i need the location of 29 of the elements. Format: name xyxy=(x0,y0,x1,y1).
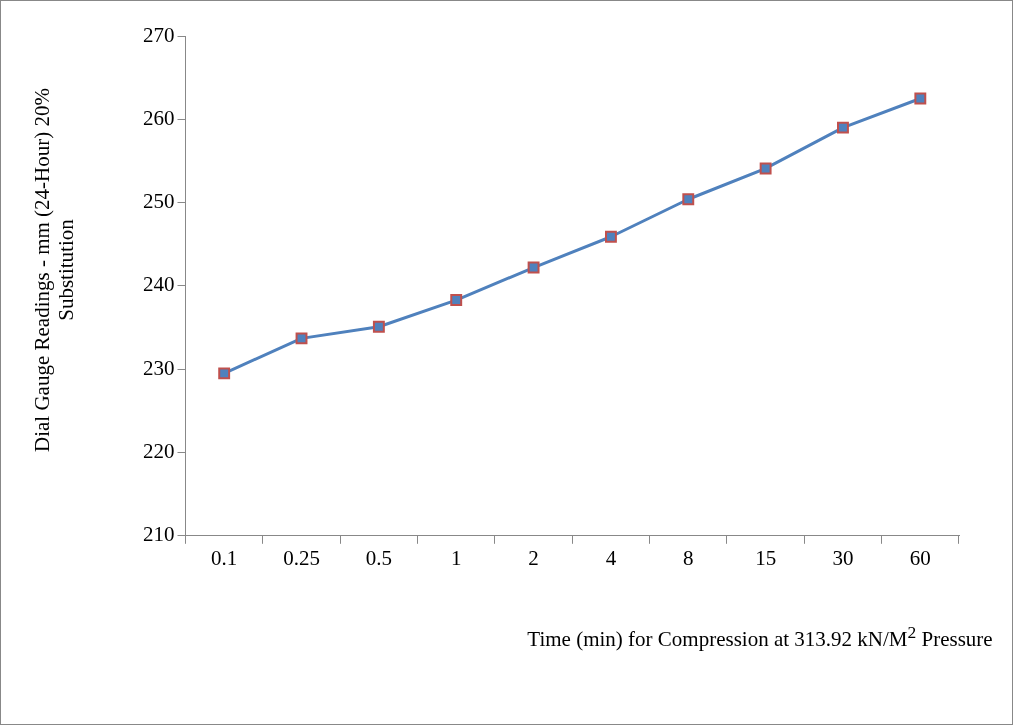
point xyxy=(759,162,772,175)
y-tick-label: 270 xyxy=(143,22,175,47)
point xyxy=(295,332,308,345)
point xyxy=(450,294,463,307)
point xyxy=(914,92,927,105)
y-tick-label: 250 xyxy=(143,189,175,214)
point xyxy=(372,320,385,333)
x-tick-label: 0.1 xyxy=(211,545,238,570)
y-tick-label: 230 xyxy=(143,355,175,380)
x-tick-label: 0.5 xyxy=(365,545,392,570)
point xyxy=(837,121,849,134)
y-tick-label: 210 xyxy=(143,522,175,547)
y-axis-title: Dial Gauge Readings - mm (24-Hour) 20% Substitution xyxy=(30,87,78,454)
x-tick-label: 8 xyxy=(683,545,694,570)
x-tick-label: 15 xyxy=(755,545,777,570)
x-tick-label: 60 xyxy=(909,545,931,570)
x-axis-title: Time (min) for Compression at 313.92 kN/M$^{2}$ Pressure xyxy=(526,621,994,653)
x-tick-label: 0.25 xyxy=(283,545,320,570)
x-tick-label: 30 xyxy=(832,545,854,570)
x-tick-label: 2 xyxy=(528,545,539,570)
point xyxy=(682,193,695,206)
point xyxy=(527,261,540,274)
point xyxy=(604,230,617,243)
point xyxy=(218,367,231,380)
y-tick-label: 260 xyxy=(143,105,175,130)
y-tick-label: 220 xyxy=(143,439,175,464)
y-tick-label: 240 xyxy=(143,272,175,297)
x-tick-label: 4 xyxy=(605,545,617,570)
x-tick-label: 1 xyxy=(450,545,462,570)
